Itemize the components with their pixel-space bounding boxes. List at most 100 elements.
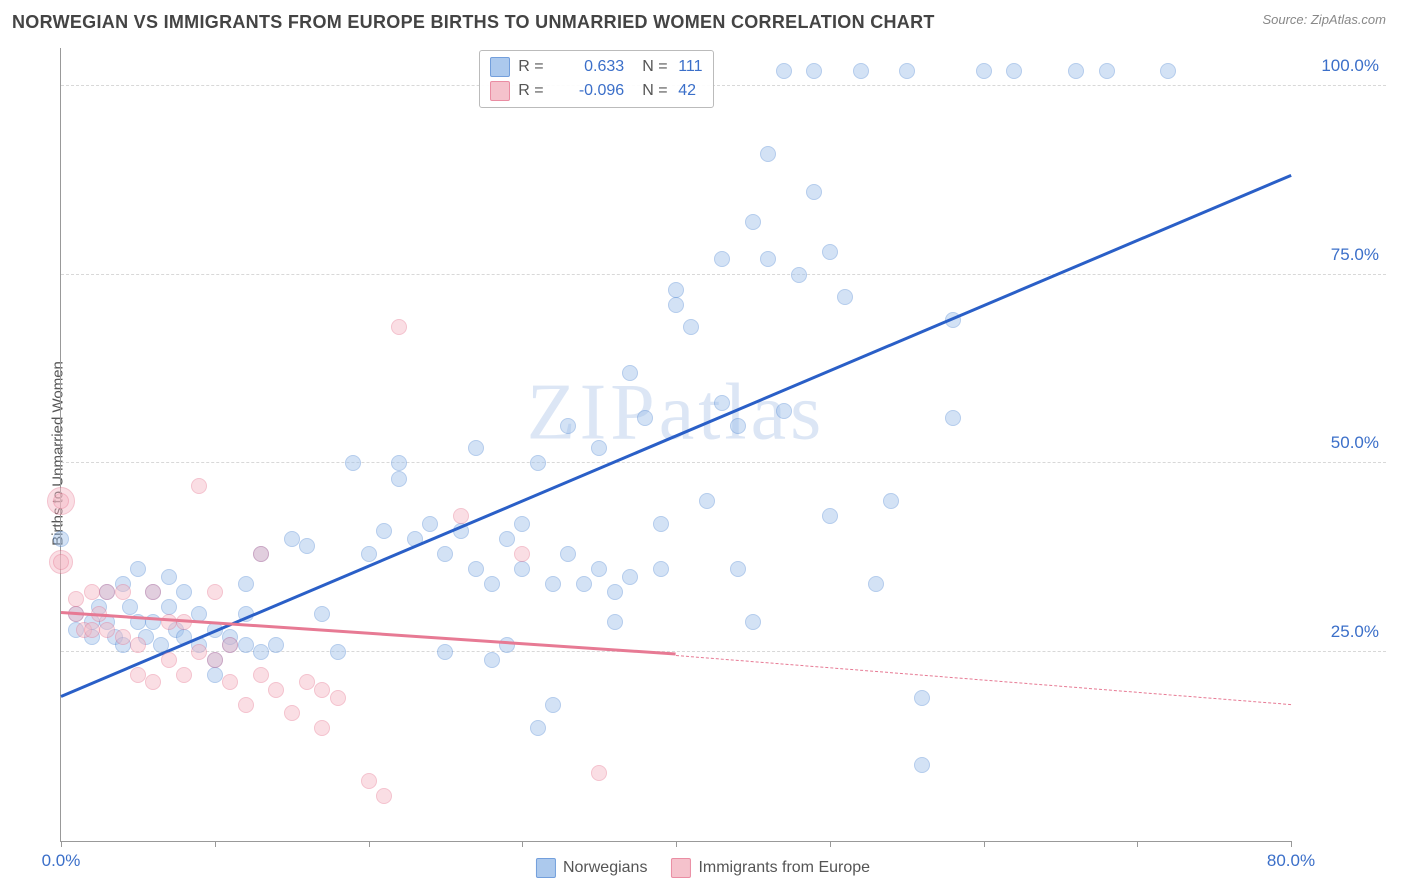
scatter-point [99, 622, 115, 638]
scatter-point [699, 493, 715, 509]
scatter-point [730, 561, 746, 577]
x-tick [61, 841, 62, 847]
scatter-point [437, 644, 453, 660]
scatter-point [560, 418, 576, 434]
scatter-point [115, 629, 131, 645]
scatter-point [914, 690, 930, 706]
legend-stats-row: R =0.633N =111 [490, 55, 702, 79]
scatter-point [99, 584, 115, 600]
scatter-point [268, 637, 284, 653]
r-value: 0.633 [554, 55, 624, 79]
scatter-point [622, 569, 638, 585]
r-label: R = [518, 55, 546, 79]
scatter-point [391, 471, 407, 487]
x-tick [984, 841, 985, 847]
x-tick [676, 841, 677, 847]
scatter-point [591, 765, 607, 781]
scatter-point [468, 561, 484, 577]
scatter-point [622, 365, 638, 381]
x-tick [215, 841, 216, 847]
scatter-point [176, 667, 192, 683]
grid-line [61, 274, 1386, 275]
n-label: N = [642, 55, 670, 79]
scatter-point [514, 561, 530, 577]
scatter-point [330, 644, 346, 660]
scatter-point [222, 674, 238, 690]
scatter-point [145, 674, 161, 690]
scatter-point [653, 516, 669, 532]
scatter-point [122, 599, 138, 615]
x-tick [1137, 841, 1138, 847]
legend-item-norwegians: Norwegians [536, 858, 647, 878]
scatter-point [514, 516, 530, 532]
legend-item-immigrants: Immigrants from Europe [671, 858, 870, 878]
scatter-point [499, 531, 515, 547]
scatter-point [745, 214, 761, 230]
scatter-point [207, 652, 223, 668]
scatter-point [607, 584, 623, 600]
scatter-point [453, 508, 469, 524]
scatter-point [284, 531, 300, 547]
grid-line [61, 85, 1386, 86]
trend-line [676, 655, 1291, 705]
scatter-point [53, 554, 69, 570]
grid-line [61, 462, 1386, 463]
legend-label: Norwegians [563, 859, 647, 877]
scatter-point [222, 637, 238, 653]
x-tick [369, 841, 370, 847]
source-attribution: Source: ZipAtlas.com [1262, 12, 1386, 27]
legend-swatch-icon [671, 858, 691, 878]
scatter-point [484, 652, 500, 668]
scatter-point [499, 637, 515, 653]
scatter-point [545, 697, 561, 713]
scatter-point [253, 644, 269, 660]
legend-bottom: Norwegians Immigrants from Europe [536, 858, 870, 878]
scatter-point [299, 538, 315, 554]
y-tick-label: 100.0% [1321, 56, 1379, 76]
scatter-point [530, 720, 546, 736]
scatter-point [299, 674, 315, 690]
legend-label: Immigrants from Europe [698, 859, 870, 877]
x-tick [1291, 841, 1292, 847]
scatter-point [637, 410, 653, 426]
n-label: N = [642, 79, 670, 103]
scatter-point [345, 455, 361, 471]
scatter-point [376, 788, 392, 804]
scatter-point [560, 546, 576, 562]
scatter-point [191, 478, 207, 494]
scatter-point [853, 63, 869, 79]
scatter-point [115, 584, 131, 600]
scatter-point [730, 418, 746, 434]
scatter-point [391, 319, 407, 335]
scatter-point [161, 614, 177, 630]
scatter-point [391, 455, 407, 471]
scatter-point [668, 297, 684, 313]
scatter-point [238, 697, 254, 713]
scatter-point [945, 410, 961, 426]
scatter-point [437, 546, 453, 562]
scatter-point [314, 606, 330, 622]
scatter-point [1006, 63, 1022, 79]
scatter-point [161, 599, 177, 615]
scatter-point [545, 576, 561, 592]
scatter-point [668, 282, 684, 298]
trend-line [60, 174, 1291, 698]
scatter-point [268, 682, 284, 698]
scatter-point [361, 546, 377, 562]
scatter-point [191, 644, 207, 660]
scatter-point [468, 440, 484, 456]
scatter-point [253, 667, 269, 683]
scatter-point [714, 251, 730, 267]
scatter-point [68, 591, 84, 607]
y-tick-label: 75.0% [1331, 245, 1379, 265]
scatter-point [361, 773, 377, 789]
scatter-point [422, 516, 438, 532]
n-value: 42 [678, 79, 696, 103]
scatter-point [330, 690, 346, 706]
header-row: NORWEGIAN VS IMMIGRANTS FROM EUROPE BIRT… [0, 0, 1406, 37]
scatter-point [530, 455, 546, 471]
scatter-point [161, 569, 177, 585]
scatter-point [207, 584, 223, 600]
scatter-point [130, 667, 146, 683]
legend-swatch-icon [536, 858, 556, 878]
